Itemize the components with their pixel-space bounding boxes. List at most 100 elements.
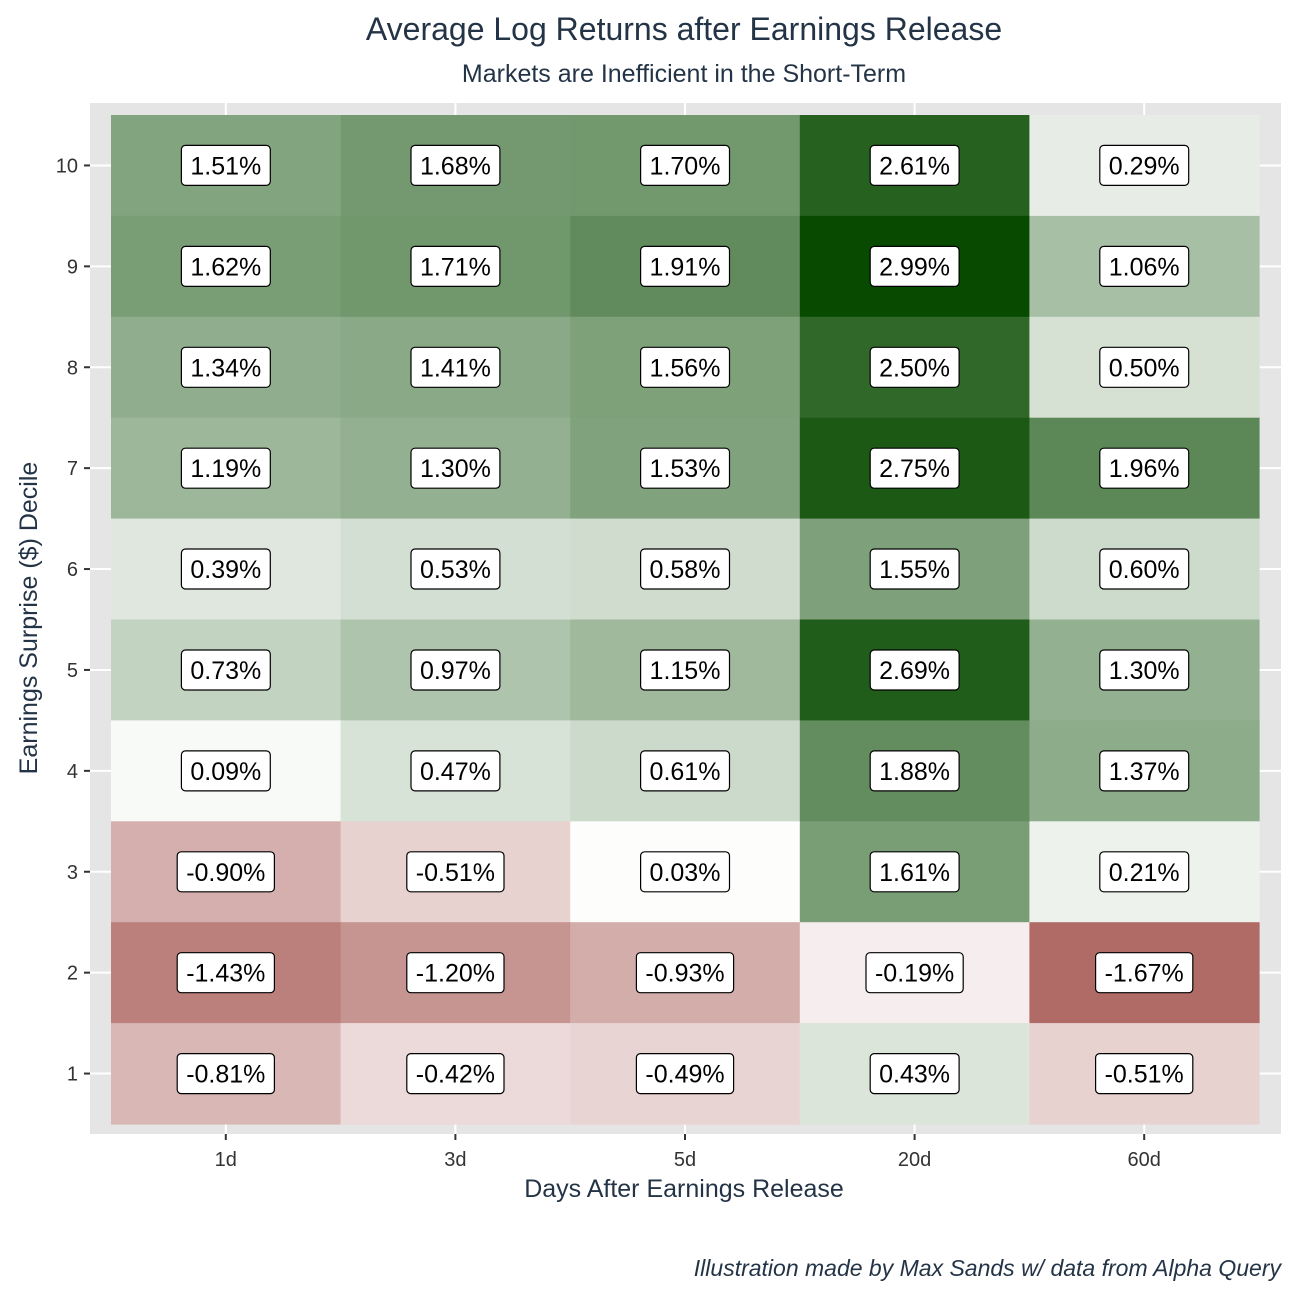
cell-label: 1.53% <box>639 447 731 489</box>
cell-label: -0.51% <box>406 851 505 893</box>
cell-value-label: -0.19% <box>875 960 954 988</box>
cell-label: 1.19% <box>180 447 271 489</box>
cell-label: 0.53% <box>410 548 501 590</box>
y-tick-label: 6 <box>67 559 78 581</box>
y-tick-label: 10 <box>56 155 78 177</box>
cell-value-label: 1.55% <box>879 556 950 584</box>
cell-value-label: 1.61% <box>879 859 950 887</box>
cell-label: -0.90% <box>176 851 275 893</box>
cell-label-box <box>410 245 501 287</box>
cell-label: 0.97% <box>410 649 501 691</box>
cell-label-box <box>176 1052 275 1095</box>
cell-label-box <box>639 144 731 186</box>
cell-label-box <box>869 1052 960 1095</box>
cell-label: 1.30% <box>410 447 501 489</box>
cell-value-label: 0.60% <box>1109 556 1180 584</box>
cell-label: 1.71% <box>410 245 501 287</box>
cell-value-label: -0.93% <box>645 960 724 988</box>
cell-label-box <box>1099 346 1190 388</box>
cell-label-box <box>635 1052 735 1095</box>
cell-label: 1.61% <box>869 851 960 893</box>
cell-label: 0.61% <box>639 750 731 792</box>
y-tick-label: 1 <box>67 1064 78 1086</box>
cell-label: 0.43% <box>869 1052 960 1095</box>
cell-value-label: 0.73% <box>190 657 261 685</box>
cell-label: -0.93% <box>635 952 735 994</box>
cell-label-box <box>1094 952 1194 994</box>
cell-value-label: -0.51% <box>416 859 495 887</box>
chart-caption: Illustration made by Max Sands w/ data f… <box>694 1255 1283 1281</box>
cell-label: 1.15% <box>639 649 731 691</box>
cell-value-label: 1.19% <box>190 455 261 483</box>
cell-value-label: 0.21% <box>1109 859 1180 887</box>
x-axis-title: Days After Earnings Release <box>524 1175 844 1203</box>
y-tick-label: 5 <box>67 660 78 682</box>
cell-label-box <box>410 447 501 489</box>
cell-label: 0.50% <box>1099 346 1190 388</box>
cell-label-box <box>1094 1052 1194 1095</box>
cell-label: 1.34% <box>180 346 271 388</box>
cell-label-box <box>869 548 960 590</box>
cell-value-label: 2.69% <box>879 657 950 685</box>
cell-label: -0.81% <box>176 1052 275 1095</box>
cell-label: -1.20% <box>406 952 505 994</box>
y-tick-label: 2 <box>67 963 78 985</box>
cell-labels: 1.51% 1.68% 1.70% 2.61% 0.29% 1.62% 1.71% 1.91%… <box>176 144 1194 1095</box>
cell-label: 1.30% <box>1099 649 1190 691</box>
cell-value-label: 1.06% <box>1109 253 1180 281</box>
x-tick-label: 5d <box>674 1149 696 1171</box>
x-tick-label: 3d <box>444 1149 466 1171</box>
cell-label-box <box>865 952 964 994</box>
y-tick-label: 3 <box>67 862 78 884</box>
cell-value-label: 1.30% <box>1109 657 1180 685</box>
cell-label: 1.41% <box>410 346 501 388</box>
cell-value-label: 1.68% <box>420 152 491 180</box>
cell-label: 2.99% <box>869 245 960 287</box>
cell-label: -0.49% <box>635 1052 735 1095</box>
cell-label: 1.91% <box>639 245 731 287</box>
cell-value-label: 2.75% <box>879 455 950 483</box>
cell-value-label: -0.51% <box>1105 1061 1184 1089</box>
cell-label-box <box>869 447 960 489</box>
cell-label: 1.88% <box>869 750 960 792</box>
cell-value-label: 1.56% <box>650 354 721 382</box>
cell-value-label: 0.61% <box>650 758 721 786</box>
cell-label-box <box>1099 447 1190 489</box>
cell-label-box <box>1099 851 1190 893</box>
cell-label: 2.69% <box>869 649 960 691</box>
cell-label-box <box>639 649 731 691</box>
cell-label-box <box>869 649 960 691</box>
cell-label: 1.56% <box>639 346 731 388</box>
cell-value-label: 2.50% <box>879 354 950 382</box>
cell-label-box <box>180 750 271 792</box>
cell-value-label: 1.41% <box>420 354 491 382</box>
cell-value-label: 1.71% <box>420 253 491 281</box>
y-axis: 1 2 3 4 5 6 7 8 9 10 <box>56 155 90 1086</box>
cell-label: 0.58% <box>639 548 731 590</box>
cell-label-box <box>410 144 501 186</box>
cell-value-label: 0.09% <box>190 758 261 786</box>
cell-label-box <box>869 144 960 186</box>
cell-value-label: 1.53% <box>650 455 721 483</box>
cell-label: 0.47% <box>410 750 501 792</box>
x-tick-label: 20d <box>898 1149 931 1171</box>
cell-value-label: 1.37% <box>1109 758 1180 786</box>
cell-label: 1.68% <box>410 144 501 186</box>
chart-title: Average Log Returns after Earnings Relea… <box>366 11 1002 47</box>
cell-label: 0.29% <box>1099 144 1190 186</box>
cell-label-box <box>869 346 960 388</box>
cell-label-box <box>1099 144 1190 186</box>
cell-label-box <box>406 952 505 994</box>
cell-label: 1.62% <box>180 245 271 287</box>
cell-label-box <box>869 245 960 287</box>
cell-label: 1.70% <box>639 144 731 186</box>
cell-label-box <box>639 447 731 489</box>
cell-value-label: 1.88% <box>879 758 950 786</box>
cell-label: 1.55% <box>869 548 960 590</box>
cell-label: -1.67% <box>1094 952 1194 994</box>
cell-label-box <box>869 750 960 792</box>
cell-label-box <box>180 649 271 691</box>
cell-label: 2.75% <box>869 447 960 489</box>
cell-label: -0.19% <box>865 952 964 994</box>
cell-label-box <box>180 447 271 489</box>
